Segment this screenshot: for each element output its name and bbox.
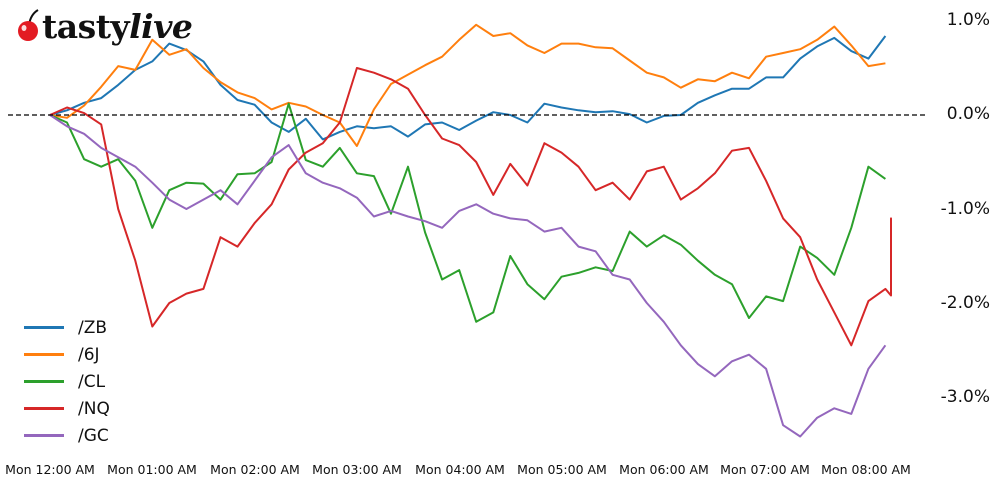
x-tick-label: Mon 02:00 AM — [210, 462, 300, 477]
cherry-icon — [18, 9, 39, 41]
x-tick-label: Mon 06:00 AM — [619, 462, 709, 477]
legend-item-gc[interactable]: /GC — [24, 422, 110, 449]
x-tick-label: Mon 08:00 AM — [821, 462, 911, 477]
x-tick-label: Mon 07:00 AM — [720, 462, 810, 477]
legend-item-cl[interactable]: /CL — [24, 368, 110, 395]
series-line-nq — [49, 67, 892, 347]
legend-label: /ZB — [78, 317, 108, 338]
y-tick-label: -3.0% — [940, 387, 990, 407]
x-tick-label: Mon 01:00 AM — [107, 462, 197, 477]
legend-swatch — [24, 407, 64, 410]
series-line-gc — [49, 114, 887, 438]
y-tick-label: -1.0% — [940, 199, 990, 219]
legend-item-zb[interactable]: /ZB — [24, 314, 110, 341]
series-line-6j — [49, 23, 886, 147]
legend-label: /CL — [78, 371, 106, 392]
tastylive-logo: tastylive — [16, 6, 193, 46]
x-tick-label: Mon 05:00 AM — [517, 462, 607, 477]
y-tick-label: -2.0% — [940, 293, 990, 313]
legend-label: /NQ — [78, 398, 110, 419]
legend-item-6j[interactable]: /6J — [24, 341, 110, 368]
legend-label: /GC — [78, 425, 109, 446]
y-tick-label: 1.0% — [946, 10, 990, 30]
series-line-zb — [49, 35, 887, 141]
legend-swatch — [24, 326, 64, 329]
x-tick-label: Mon 04:00 AM — [415, 462, 505, 477]
legend-item-nq[interactable]: /NQ — [24, 395, 110, 422]
legend-swatch — [24, 380, 64, 383]
legend-swatch — [24, 353, 64, 356]
series-lines — [49, 23, 892, 438]
brand-part-live: live — [129, 6, 193, 46]
brand-wordmark: tastylive — [42, 6, 193, 46]
legend-swatch — [24, 434, 64, 437]
x-tick-label: Mon 03:00 AM — [312, 462, 402, 477]
brand-part-tasty: tasty — [42, 6, 130, 46]
series-line-cl — [49, 102, 886, 323]
y-tick-label: 0.0% — [946, 104, 990, 124]
x-tick-label: Mon 12:00 AM — [5, 462, 95, 477]
chart-legend: /ZB /6J /CL /NQ /GC — [24, 314, 110, 449]
legend-label: /6J — [78, 344, 100, 365]
